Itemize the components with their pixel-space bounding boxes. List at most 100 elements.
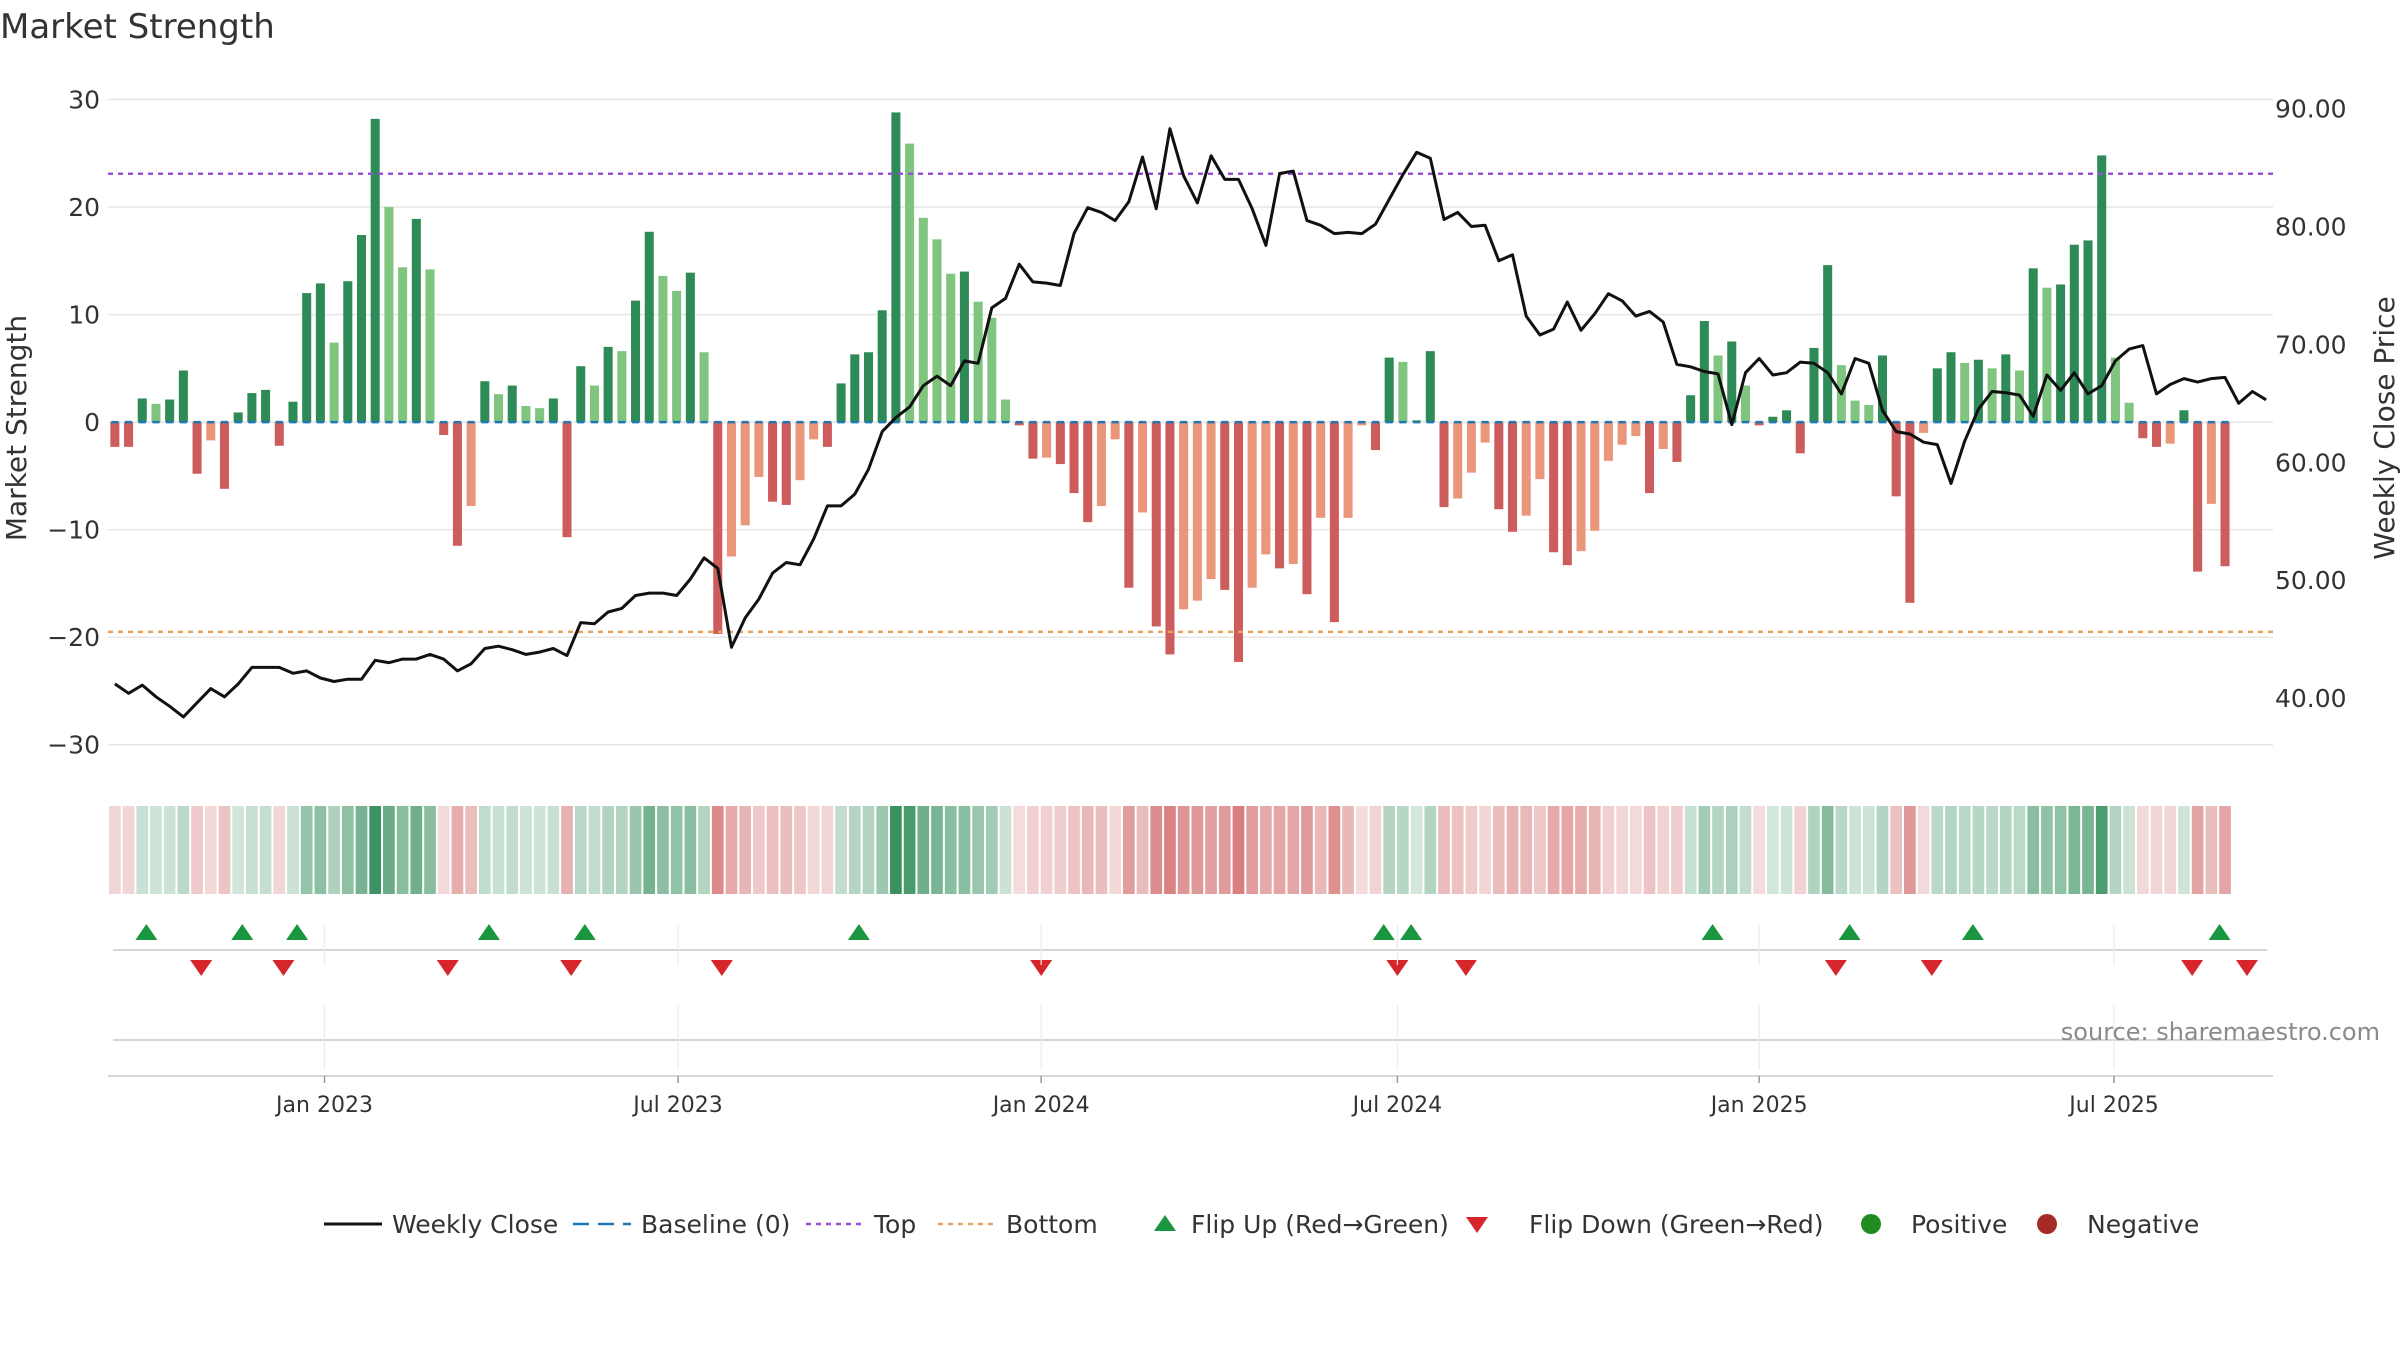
strength-bar	[1014, 422, 1024, 426]
weekly-close-line	[114, 127, 2267, 719]
flip-down-marker	[710, 960, 733, 976]
strength-bar	[1370, 422, 1381, 451]
left-tick-label: 20	[68, 193, 100, 222]
heat-cell	[2095, 806, 2108, 894]
left-tick-label: −10	[47, 516, 100, 545]
heat-cell	[1314, 806, 1327, 894]
left-tick-label: −20	[47, 623, 100, 652]
heat-cell	[1917, 806, 1930, 894]
strength-bar	[1713, 355, 1723, 423]
chart-title: Market Strength	[0, 7, 275, 47]
heat-cell	[602, 806, 614, 894]
heat-cell	[424, 806, 436, 894]
flip-marker-panel	[113, 924, 2267, 976]
flip-up-marker	[286, 924, 309, 940]
heat-cell	[314, 806, 327, 894]
strength-bar	[809, 422, 819, 440]
strength-bar	[699, 352, 709, 423]
heat-cell	[753, 806, 765, 894]
flip-down-marker	[1824, 960, 1847, 976]
strength-bar	[1083, 422, 1093, 523]
strength-bar	[1754, 422, 1764, 426]
heat-cell	[547, 806, 560, 894]
heat-cell	[1588, 806, 1601, 894]
heat-cell	[1383, 806, 1396, 894]
strength-bar	[1302, 422, 1312, 595]
strength-bar	[2042, 287, 2052, 423]
heat-cell	[794, 806, 806, 894]
strength-heat-strip	[109, 806, 2231, 894]
heat-cell	[1602, 806, 1615, 894]
strength-bar	[1165, 422, 1175, 655]
strength-bar	[1247, 422, 1257, 588]
strength-bar	[1138, 422, 1148, 513]
strength-bar	[425, 269, 435, 423]
heat-cell	[1616, 806, 1628, 894]
heat-cell	[2205, 806, 2218, 894]
flip-up-marker	[1961, 924, 1984, 940]
strength-bar	[1521, 422, 1531, 516]
heat-cell	[533, 806, 546, 894]
strength-bar	[1740, 385, 1750, 423]
heat-cell	[2191, 806, 2204, 894]
strength-bar	[370, 118, 380, 423]
heat-cell	[629, 806, 642, 894]
strength-bar	[1069, 422, 1079, 494]
heat-cell	[232, 806, 245, 894]
heat-cell	[1410, 806, 1423, 894]
heat-cell	[1547, 806, 1560, 894]
strength-bar	[658, 275, 668, 423]
strength-bar	[863, 352, 874, 423]
strength-bar	[959, 271, 969, 423]
heat-cell	[2150, 806, 2163, 894]
heat-cell	[2041, 806, 2053, 894]
x-tick-label: Jul 2024	[1351, 1093, 1443, 1118]
strength-bar	[1192, 422, 1202, 601]
heat-cell	[506, 806, 519, 894]
strength-bar	[315, 283, 325, 423]
strength-bar	[631, 300, 641, 423]
strength-bar	[398, 267, 408, 423]
strength-bar	[1425, 351, 1435, 423]
heat-cell	[1232, 806, 1245, 894]
right-tick-label: 60.00	[2275, 448, 2347, 477]
strength-bar	[1206, 422, 1216, 580]
heat-cell	[684, 806, 697, 894]
heat-cell	[1520, 806, 1533, 894]
right-tick-label: 70.00	[2275, 330, 2347, 359]
heat-cell	[972, 806, 984, 894]
heat-cell	[1369, 806, 1382, 894]
x-tick-label: Jan 2025	[1709, 1093, 1808, 1118]
strength-bar	[603, 346, 613, 423]
strength-bar	[1261, 422, 1271, 555]
strength-bar	[576, 366, 586, 423]
heat-cell	[2082, 806, 2094, 894]
heat-cell	[1424, 806, 1437, 894]
strength-bar	[1453, 422, 1463, 499]
strength-bar	[891, 112, 901, 423]
left-tick-label: −30	[47, 731, 100, 760]
strength-bar	[1398, 361, 1408, 423]
heat-cell	[1287, 806, 1300, 894]
right-axis-ticks: 90.00 80.00 70.00 60.00 50.00 40.00	[2275, 95, 2347, 713]
strength-bar	[343, 281, 353, 423]
strength-bar	[1946, 352, 1956, 423]
strength-bar	[480, 381, 490, 423]
heat-cell	[163, 806, 176, 894]
heat-cell	[2054, 806, 2067, 894]
heat-cell	[300, 806, 313, 894]
heat-cell	[1397, 806, 1409, 894]
heat-cell	[739, 806, 752, 894]
heat-cell	[465, 806, 477, 894]
strength-bar	[356, 235, 367, 423]
strength-bar	[1357, 422, 1367, 426]
right-tick-label: 40.00	[2275, 684, 2347, 713]
flip-up-marker	[847, 924, 870, 940]
strength-bar	[439, 422, 449, 436]
heat-cell	[1054, 806, 1067, 894]
heat-cell	[191, 806, 203, 894]
strength-bar	[2069, 244, 2079, 423]
right-axis-label: Weekly Close Price	[2368, 296, 2400, 559]
strength-bar	[1576, 422, 1586, 552]
